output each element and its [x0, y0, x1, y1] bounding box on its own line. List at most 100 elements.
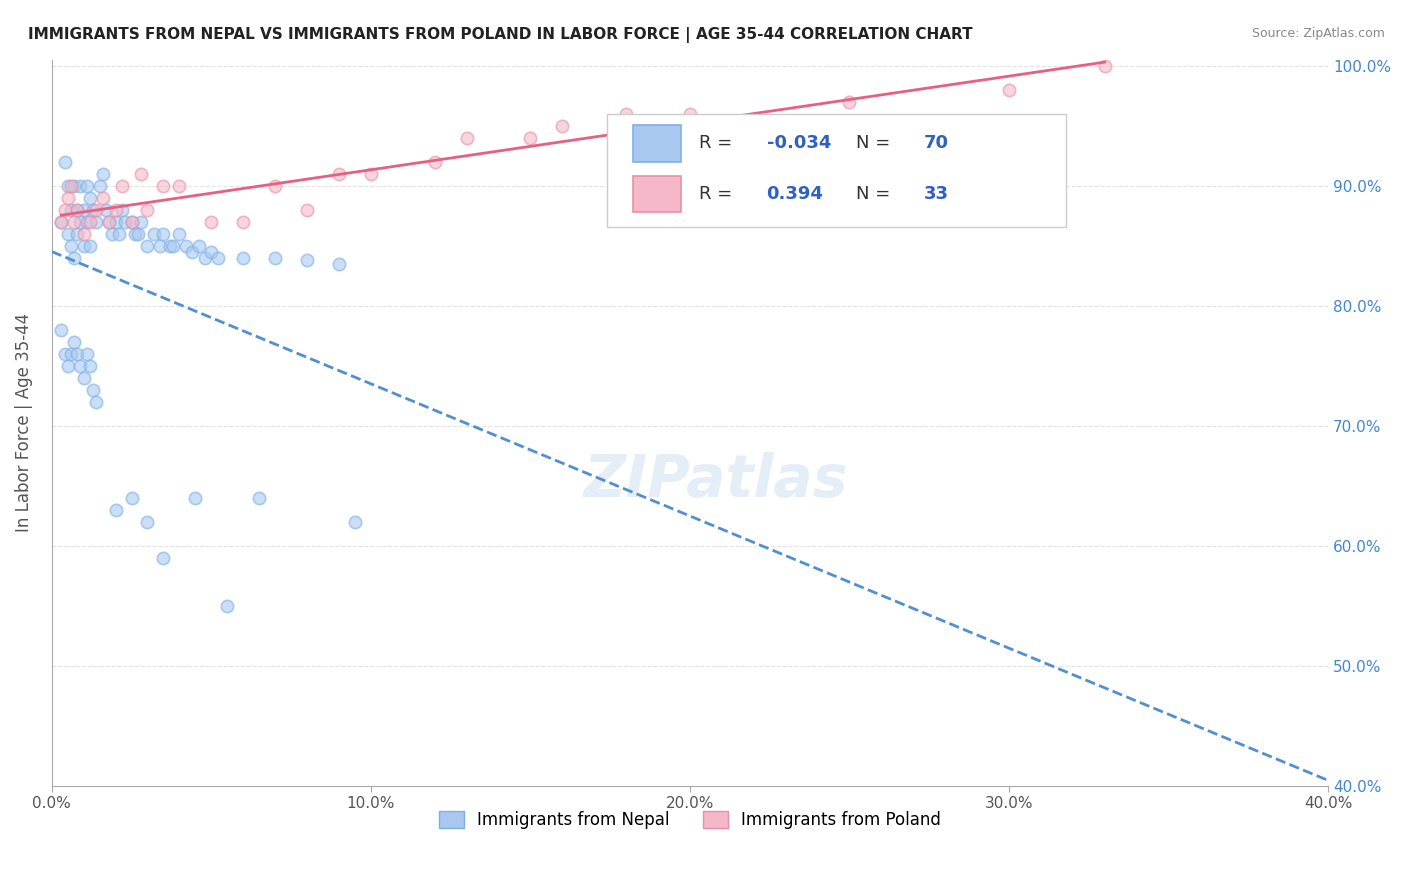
Point [519, 131, 541, 145]
Point [66, 227, 89, 241]
Point [121, 491, 143, 505]
Point [232, 251, 254, 265]
Point [98, 215, 121, 229]
Point [152, 178, 174, 193]
Point [69, 359, 91, 373]
Point [104, 503, 127, 517]
Point [66, 202, 89, 217]
Point [136, 202, 159, 217]
Point [94, 202, 117, 217]
Point [111, 178, 134, 193]
Point [51, 323, 73, 337]
Point [114, 215, 136, 229]
Point [53, 155, 76, 169]
Point [73, 239, 96, 253]
Point [184, 491, 207, 505]
Point [152, 227, 174, 241]
Point [200, 215, 222, 229]
Point [295, 202, 318, 217]
Point [998, 83, 1021, 97]
Point [194, 251, 217, 265]
Point [136, 239, 159, 253]
Point [360, 167, 382, 181]
Point [614, 107, 637, 121]
Point [98, 215, 121, 229]
Point [121, 215, 143, 229]
Point [149, 239, 172, 253]
Point [127, 227, 149, 241]
Text: ZIPatlas: ZIPatlas [583, 452, 848, 509]
Point [63, 215, 86, 229]
Point [56, 359, 79, 373]
Point [129, 215, 152, 229]
Point [82, 383, 104, 397]
Point [86, 202, 108, 217]
Point [136, 515, 159, 529]
Point [79, 215, 101, 229]
Point [79, 191, 101, 205]
FancyBboxPatch shape [607, 114, 1067, 227]
Y-axis label: In Labor Force | Age 35-44: In Labor Force | Age 35-44 [15, 313, 32, 533]
Point [551, 119, 574, 133]
Point [56, 227, 79, 241]
Point [76, 347, 98, 361]
Point [111, 202, 134, 217]
Point [104, 202, 127, 217]
Text: N =: N = [856, 186, 896, 203]
Point [104, 215, 127, 229]
Point [328, 167, 350, 181]
Point [107, 227, 129, 241]
Point [82, 202, 104, 217]
Point [121, 215, 143, 229]
Point [59, 347, 82, 361]
Point [63, 178, 86, 193]
Point [59, 202, 82, 217]
Point [91, 191, 114, 205]
Point [200, 244, 222, 259]
Point [207, 251, 229, 265]
Bar [633, 176, 681, 212]
Point [328, 257, 350, 271]
Text: 33: 33 [924, 186, 949, 203]
Point [124, 227, 146, 241]
Text: 0.394: 0.394 [766, 186, 824, 203]
Point [679, 107, 702, 121]
Point [63, 334, 86, 349]
Point [73, 202, 96, 217]
Point [101, 227, 124, 241]
Point [91, 167, 114, 181]
Point [76, 178, 98, 193]
Point [89, 178, 111, 193]
Point [51, 215, 73, 229]
Point [59, 178, 82, 193]
Text: IMMIGRANTS FROM NEPAL VS IMMIGRANTS FROM POLAND IN LABOR FORCE | AGE 35-44 CORRE: IMMIGRANTS FROM NEPAL VS IMMIGRANTS FROM… [28, 27, 973, 43]
Point [838, 95, 860, 109]
Point [174, 239, 197, 253]
Point [66, 202, 89, 217]
Point [76, 215, 98, 229]
Point [73, 227, 96, 241]
Point [53, 347, 76, 361]
Point [129, 167, 152, 181]
Point [51, 215, 73, 229]
Point [79, 359, 101, 373]
Point [343, 515, 366, 529]
Point [217, 599, 239, 613]
Point [66, 347, 89, 361]
Point [264, 178, 287, 193]
Legend: Immigrants from Nepal, Immigrants from Poland: Immigrants from Nepal, Immigrants from P… [432, 804, 948, 836]
Point [264, 251, 287, 265]
Text: R =: R = [699, 135, 738, 153]
Point [152, 550, 174, 565]
Point [86, 215, 108, 229]
Point [73, 371, 96, 385]
Point [295, 253, 318, 268]
Point [59, 239, 82, 253]
Point [456, 131, 478, 145]
Bar [633, 125, 681, 161]
Point [53, 202, 76, 217]
Point [79, 239, 101, 253]
Text: -0.034: -0.034 [766, 135, 831, 153]
Point [162, 239, 184, 253]
Point [69, 178, 91, 193]
